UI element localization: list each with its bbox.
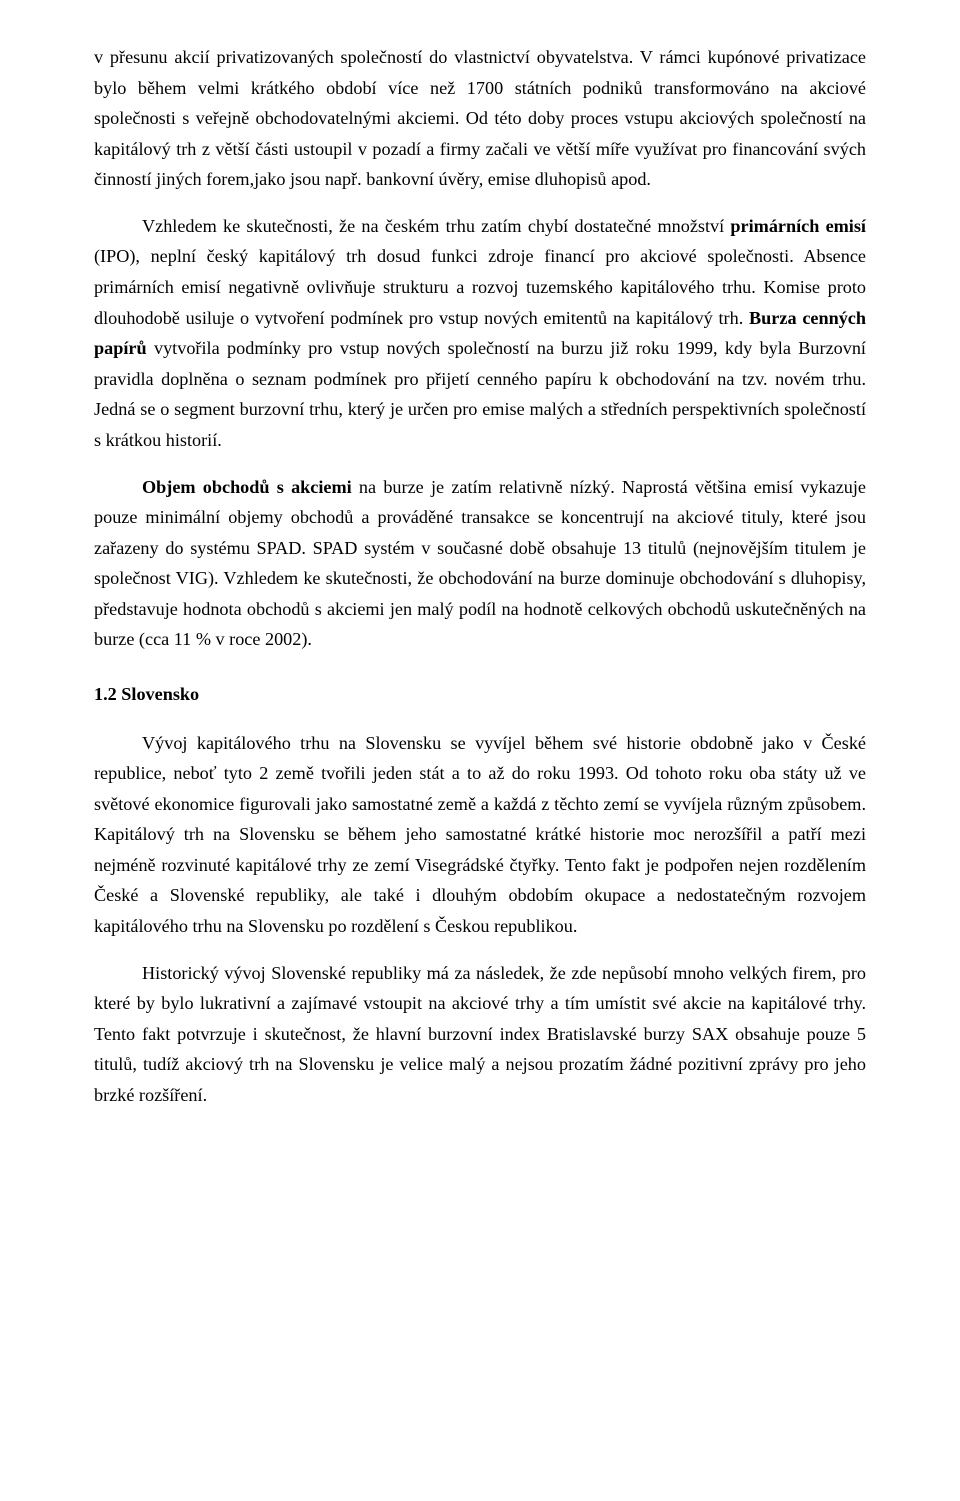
text: Vzhledem ke skutečnosti, že na českém tr… bbox=[142, 216, 730, 236]
bold-text: primárních emisí bbox=[730, 216, 866, 236]
paragraph-4: Vývoj kapitálového trhu na Slovensku se … bbox=[94, 728, 866, 942]
text: v přesunu akcií privatizovaných společno… bbox=[94, 47, 866, 189]
text: Historický vývoj Slovenské republiky má … bbox=[94, 963, 866, 1105]
paragraph-2: Vzhledem ke skutečnosti, že na českém tr… bbox=[94, 211, 866, 456]
paragraph-5: Historický vývoj Slovenské republiky má … bbox=[94, 958, 866, 1111]
text: na burze je zatím relativně nízký. Napro… bbox=[94, 477, 866, 650]
paragraph-1: v přesunu akcií privatizovaných společno… bbox=[94, 42, 866, 195]
heading-text: 1.2 Slovensko bbox=[94, 684, 199, 704]
section-heading: 1.2 Slovensko bbox=[94, 679, 866, 710]
text: vytvořila podmínky pro vstup nových spol… bbox=[94, 338, 866, 450]
document-page: v přesunu akcií privatizovaných společno… bbox=[0, 0, 960, 1501]
paragraph-3: Objem obchodů s akciemi na burze je zatí… bbox=[94, 472, 866, 655]
text: Vývoj kapitálového trhu na Slovensku se … bbox=[94, 733, 866, 936]
bold-text: Objem obchodů s akciemi bbox=[142, 477, 352, 497]
